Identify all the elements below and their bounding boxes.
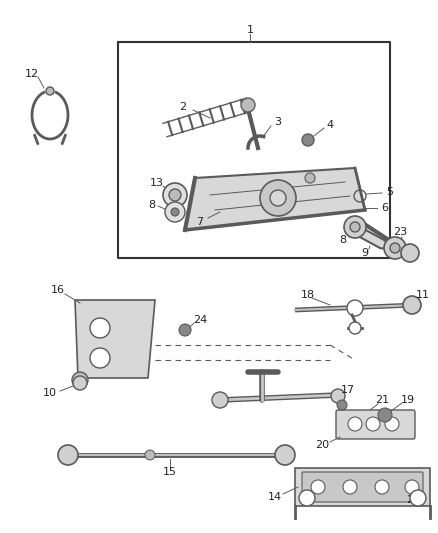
Text: 8: 8 xyxy=(339,235,346,245)
Text: 9: 9 xyxy=(361,248,368,258)
Polygon shape xyxy=(75,300,155,378)
Circle shape xyxy=(378,408,392,422)
Circle shape xyxy=(145,450,155,460)
Text: 1: 1 xyxy=(247,25,254,35)
FancyBboxPatch shape xyxy=(336,410,415,439)
Text: 6: 6 xyxy=(381,203,389,213)
Text: 2: 2 xyxy=(180,102,187,112)
Text: 14: 14 xyxy=(268,492,282,502)
Text: 19: 19 xyxy=(401,395,415,405)
Circle shape xyxy=(311,480,325,494)
Circle shape xyxy=(401,244,419,262)
Text: 7: 7 xyxy=(196,217,204,227)
Polygon shape xyxy=(185,168,365,230)
Circle shape xyxy=(169,189,181,201)
Circle shape xyxy=(403,296,421,314)
Circle shape xyxy=(344,216,366,238)
Text: 3: 3 xyxy=(275,117,282,127)
Circle shape xyxy=(46,87,54,95)
Circle shape xyxy=(163,183,187,207)
Text: 20: 20 xyxy=(315,440,329,450)
Text: 18: 18 xyxy=(301,290,315,300)
Text: 11: 11 xyxy=(416,290,430,300)
Circle shape xyxy=(299,490,315,506)
Circle shape xyxy=(305,173,315,183)
Text: 15: 15 xyxy=(163,467,177,477)
Circle shape xyxy=(405,480,419,494)
Circle shape xyxy=(385,417,399,431)
Circle shape xyxy=(270,190,286,206)
Circle shape xyxy=(165,202,185,222)
Circle shape xyxy=(90,318,110,338)
Circle shape xyxy=(302,134,314,146)
Text: 10: 10 xyxy=(43,388,57,398)
Circle shape xyxy=(72,372,88,388)
Text: 4: 4 xyxy=(326,120,334,130)
Circle shape xyxy=(73,376,87,390)
Circle shape xyxy=(410,490,426,506)
Text: 24: 24 xyxy=(193,315,207,325)
Text: 22: 22 xyxy=(406,495,420,505)
Circle shape xyxy=(337,400,347,410)
Text: 17: 17 xyxy=(341,385,355,395)
Text: 12: 12 xyxy=(25,69,39,79)
Text: 8: 8 xyxy=(148,200,155,210)
Text: 16: 16 xyxy=(51,285,65,295)
Circle shape xyxy=(343,480,357,494)
Circle shape xyxy=(347,300,363,316)
Circle shape xyxy=(350,222,360,232)
Circle shape xyxy=(58,445,78,465)
Circle shape xyxy=(366,417,380,431)
Text: 23: 23 xyxy=(393,227,407,237)
Circle shape xyxy=(349,322,361,334)
Polygon shape xyxy=(295,468,430,506)
Circle shape xyxy=(348,417,362,431)
Circle shape xyxy=(90,348,110,368)
Circle shape xyxy=(241,98,255,112)
Circle shape xyxy=(171,208,179,216)
Circle shape xyxy=(179,324,191,336)
Circle shape xyxy=(212,392,228,408)
Circle shape xyxy=(331,389,345,403)
Circle shape xyxy=(384,237,406,259)
Circle shape xyxy=(260,180,296,216)
Text: 21: 21 xyxy=(375,395,389,405)
FancyBboxPatch shape xyxy=(302,472,423,502)
Circle shape xyxy=(375,480,389,494)
Text: 13: 13 xyxy=(150,178,164,188)
Text: 5: 5 xyxy=(386,187,393,197)
Circle shape xyxy=(275,445,295,465)
Circle shape xyxy=(390,243,400,253)
